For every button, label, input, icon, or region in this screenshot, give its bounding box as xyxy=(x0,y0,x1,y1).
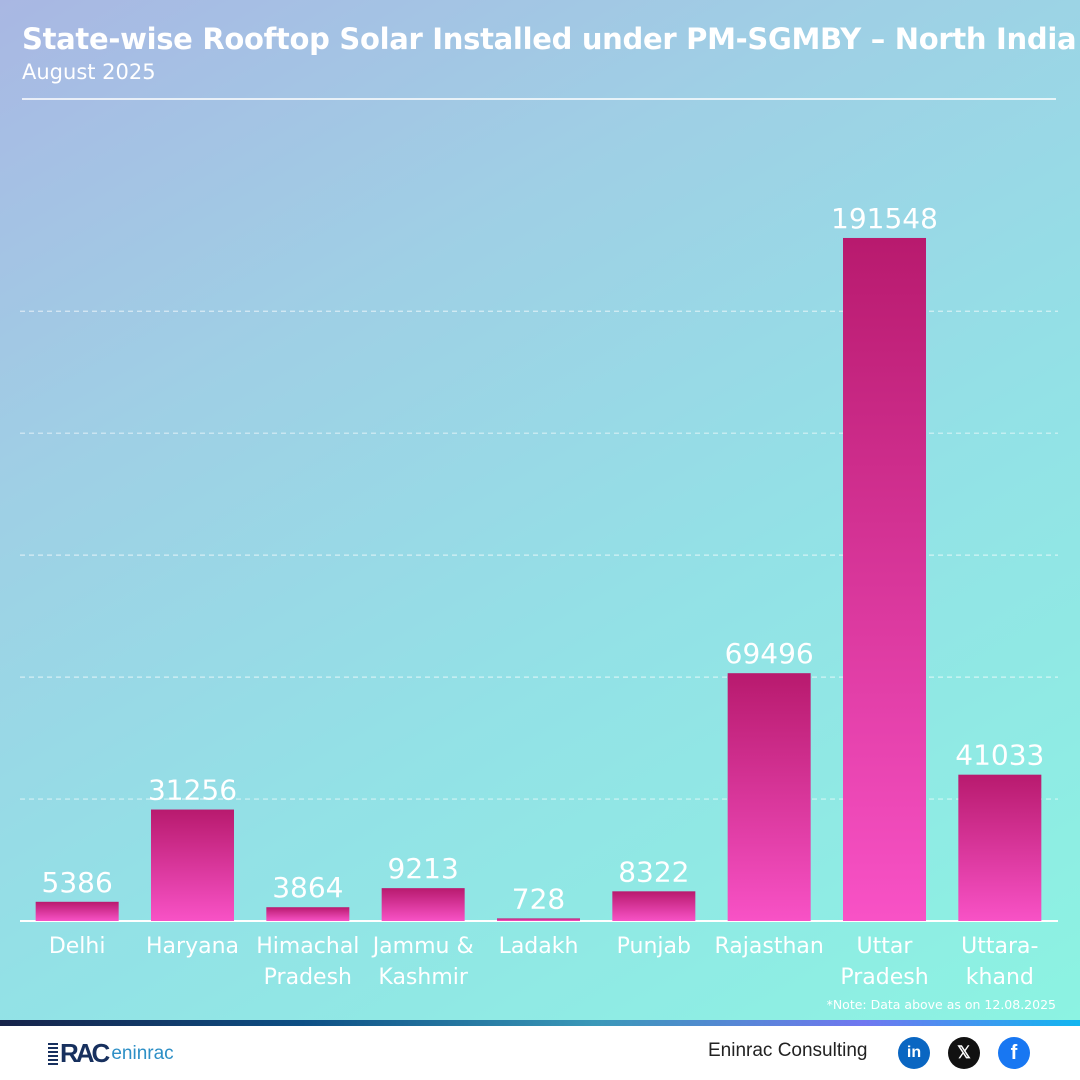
data-label: 191548 xyxy=(831,202,938,235)
x-icon[interactable]: 𝕏 xyxy=(948,1037,980,1069)
data-label: 31256 xyxy=(148,774,237,807)
data-label: 728 xyxy=(512,882,565,915)
category-label: Delhi xyxy=(49,934,106,959)
title-divider xyxy=(22,98,1056,100)
data-label: 9213 xyxy=(388,852,459,885)
category-label: khand xyxy=(966,965,1034,990)
data-label: 3864 xyxy=(272,871,343,904)
data-label: 5386 xyxy=(42,866,113,899)
facebook-icon[interactable]: f xyxy=(998,1037,1030,1069)
eninrac-logo: RAC eninrac xyxy=(48,1038,174,1069)
bar xyxy=(497,918,580,921)
logo-stripes-icon xyxy=(48,1042,58,1065)
category-label: Pradesh xyxy=(264,965,352,990)
category-label: Punjab xyxy=(617,934,691,959)
logo-mark: RAC xyxy=(60,1038,110,1068)
footer: RAC eninrac Eninrac Consulting in 𝕏 f xyxy=(0,1026,1080,1080)
data-label: 69496 xyxy=(725,637,814,670)
data-note: *Note: Data above as on 12.08.2025 xyxy=(826,997,1056,1012)
category-label: Himachal xyxy=(256,934,359,959)
bar xyxy=(612,891,696,921)
data-label: 41033 xyxy=(955,739,1044,772)
bar xyxy=(266,907,350,921)
bar xyxy=(381,888,465,921)
bar xyxy=(843,237,926,921)
chart-canvas: State-wise Rooftop Solar Installed under… xyxy=(0,0,1080,1020)
category-label: Uttara- xyxy=(961,934,1038,959)
chart-subtitle: August 2025 xyxy=(22,60,156,84)
category-label: Ladakh xyxy=(499,934,579,959)
footer-accent-band xyxy=(0,1020,1080,1026)
data-label: 8322 xyxy=(618,855,689,888)
chart-title: State-wise Rooftop Solar Installed under… xyxy=(22,22,1077,56)
category-label: Rajasthan xyxy=(714,934,823,959)
logo-text: eninrac xyxy=(111,1042,174,1064)
category-label: Uttar xyxy=(857,934,914,959)
brand-name: Eninrac Consulting xyxy=(708,1040,868,1061)
category-label: Kashmir xyxy=(378,965,468,990)
category-label: Haryana xyxy=(146,934,239,959)
category-label: Jammu & xyxy=(371,934,474,959)
bar-chart: 5386 31256 3864 9213 728 8322 69496 191548 41033… xyxy=(35,202,1044,990)
category-label: Pradesh xyxy=(840,965,928,990)
bar xyxy=(35,901,119,921)
bar xyxy=(727,673,811,921)
bar xyxy=(151,809,234,921)
linkedin-icon[interactable]: in xyxy=(898,1037,930,1069)
bar xyxy=(958,774,1042,921)
